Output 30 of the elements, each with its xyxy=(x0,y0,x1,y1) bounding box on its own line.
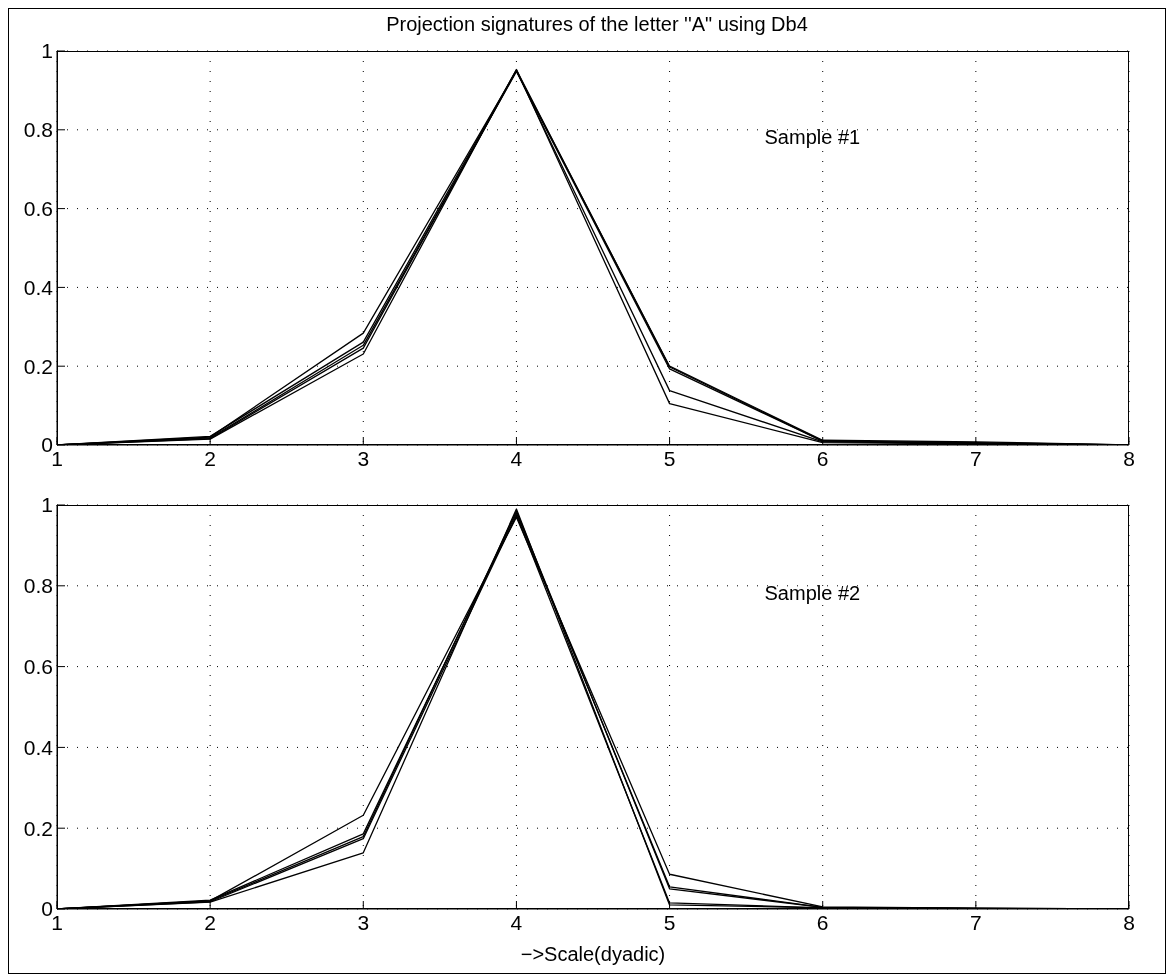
y-tick-label: 0.4 xyxy=(23,735,54,759)
y-tick-label: 0.6 xyxy=(23,197,53,221)
x-tick-label: 8 xyxy=(1123,910,1135,934)
y-tick-label: 1 xyxy=(41,39,53,63)
x-tick-label: 7 xyxy=(970,446,982,470)
x-tick-label: 8 xyxy=(1123,446,1135,470)
x-tick-label: 4 xyxy=(510,446,523,470)
x-tick-label: 6 xyxy=(816,910,829,934)
y-tick-label: 1 xyxy=(41,493,53,517)
y-tick-label: 0 xyxy=(41,897,53,921)
annotation: Sample #1 xyxy=(764,125,861,149)
annotation: Sample #2 xyxy=(764,581,861,605)
y-tick-label: 0 xyxy=(41,433,53,457)
y-tick-label: 0.2 xyxy=(23,816,53,840)
y-tick-label: 0.8 xyxy=(23,118,53,142)
x-tick-label: 5 xyxy=(663,910,676,934)
x-tick-label: 2 xyxy=(204,910,216,934)
chart-title: Projection signatures of the letter ''A" using Db4 xyxy=(385,12,809,37)
x-tick-label: 5 xyxy=(663,446,676,470)
x-tick-label: 2 xyxy=(204,446,216,470)
y-tick-label: 0.8 xyxy=(23,574,53,598)
x-tick-label: 3 xyxy=(357,910,370,934)
y-tick-label: 0.2 xyxy=(23,354,53,378)
y-tick-label: 0.4 xyxy=(23,275,54,299)
x-tick-label: 4 xyxy=(510,910,523,934)
x-tick-label: 3 xyxy=(357,446,370,470)
x-axis-title: −>Scale(dyadic) xyxy=(520,943,666,966)
x-tick-label: 6 xyxy=(816,446,829,470)
y-tick-label: 0.6 xyxy=(23,655,53,679)
x-tick-label: 7 xyxy=(970,910,982,934)
